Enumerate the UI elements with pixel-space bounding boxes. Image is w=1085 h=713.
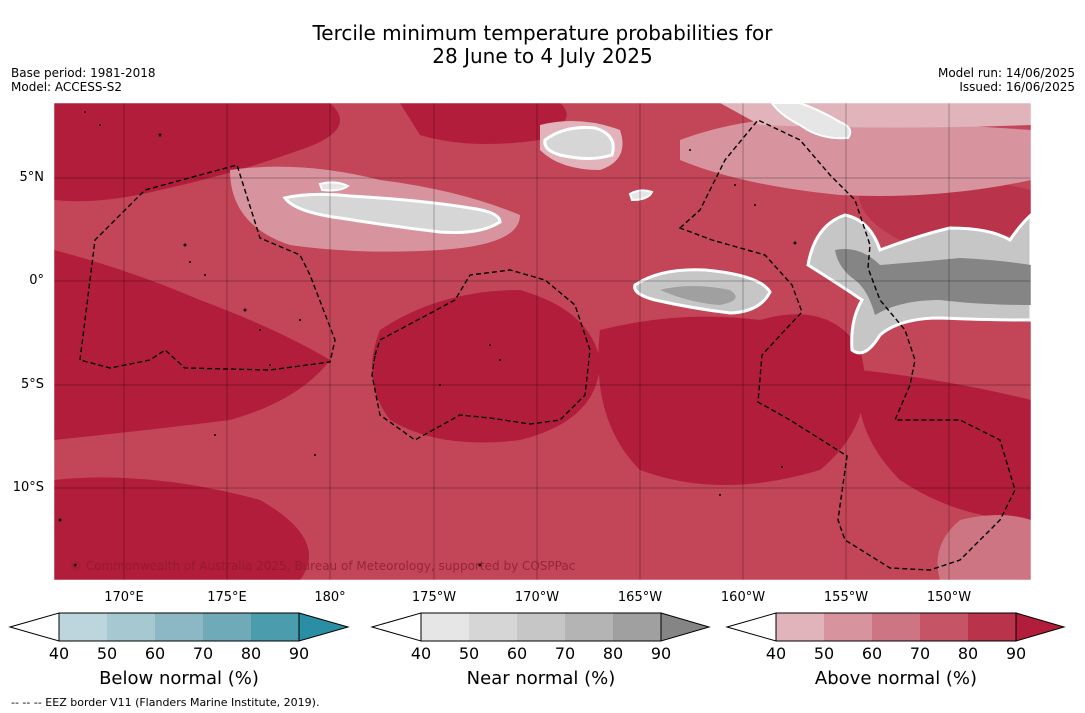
- colorbar-segment: [155, 613, 203, 641]
- map-frame: [53, 102, 1032, 581]
- lon-label: 155°W: [823, 590, 869, 605]
- colorbar-near-normal: [370, 612, 711, 642]
- lat-label: 10°S: [12, 480, 44, 495]
- colorbar-segment: [776, 613, 824, 641]
- title-line-2: 28 June to 4 July 2025: [432, 44, 653, 68]
- colorbar-tick: 50: [96, 644, 118, 663]
- colorbar-tick: 60: [861, 644, 883, 663]
- colorbar-segment: [872, 613, 920, 641]
- copyright-notice: © Commonwealth of Australia 2025, Bureau…: [70, 559, 576, 573]
- lon-label: 170°E: [104, 590, 144, 605]
- colorbar-below-normal: [8, 612, 350, 642]
- model-run: Model run: 14/06/2025: [937, 66, 1075, 80]
- region-near-40: [770, 103, 852, 140]
- colorbar-segment: [824, 613, 872, 641]
- colorbar-min-arrow: [725, 612, 777, 642]
- region-near-80: [660, 286, 736, 305]
- lon-label: 160°W: [720, 590, 766, 605]
- colorbar-segment: [469, 613, 517, 641]
- colorbar-tick: 90: [288, 644, 310, 663]
- lat-label: 5°S: [20, 377, 44, 392]
- eez-footnote: -- -- -- EEZ border V11 (Flanders Marine…: [11, 696, 320, 709]
- eez-border: [79, 119, 1016, 571]
- lon-label: 180°: [314, 590, 346, 605]
- colorbar-title-near-normal: Near normal (%): [466, 668, 616, 689]
- lon-label: 150°W: [926, 590, 972, 605]
- colorbar-segment: [920, 613, 968, 641]
- colorbar-tick: 90: [1005, 644, 1027, 663]
- colorbar-tick: 70: [554, 644, 576, 663]
- graticule: [54, 103, 1031, 580]
- title-line-1: Tercile minimum temperature probabilitie…: [312, 21, 773, 45]
- colorbar-tick: 60: [144, 644, 166, 663]
- colorbar-segment: [421, 613, 469, 641]
- colorbar-tick: 40: [48, 644, 70, 663]
- colorbar-tick: 70: [909, 644, 931, 663]
- colorbar-min-arrow: [370, 612, 422, 642]
- colorbar-tick: 90: [650, 644, 672, 663]
- colorbar-max-arrow: [1015, 612, 1066, 642]
- colorbar-segment: [203, 613, 251, 641]
- region-near-40: [628, 189, 654, 202]
- colorbar-segment: [251, 613, 299, 641]
- colorbar-segment: [107, 613, 155, 641]
- region-above-90: [858, 370, 1031, 520]
- colorbar-above-normal: [725, 612, 1066, 642]
- colorbar-tick: 80: [602, 644, 624, 663]
- lon-label: 175°E: [207, 590, 247, 605]
- lat-label: 5°N: [19, 170, 45, 185]
- colorbar-tick: 70: [192, 644, 214, 663]
- colorbar-segment: [565, 613, 613, 641]
- colorbar-segment: [59, 613, 107, 641]
- region-above-70: [937, 515, 1031, 580]
- region-above-90: [372, 290, 600, 443]
- colorbar-tick: 80: [957, 644, 979, 663]
- colorbar-segment: [968, 613, 1016, 641]
- region-above-90: [400, 103, 567, 144]
- region-above-90: [54, 250, 330, 440]
- region-near-90: [835, 249, 1031, 315]
- base-period: Base period: 1981-2018: [11, 66, 156, 80]
- issued-date: Issued: 16/06/2025: [959, 80, 1075, 94]
- colorbar-tick: 80: [240, 644, 262, 663]
- colorbar-max-arrow: [660, 612, 711, 642]
- colorbar-segment: [517, 613, 565, 641]
- colorbar-tick: 50: [458, 644, 480, 663]
- colorbar-title-above-normal: Above normal (%): [814, 668, 978, 689]
- islands: [58, 111, 797, 567]
- lon-label: 170°W: [514, 590, 560, 605]
- colorbar-tick: 40: [765, 644, 787, 663]
- colorbar-max-arrow: [298, 612, 350, 642]
- region-near-50: [543, 126, 615, 160]
- region-above-90: [54, 477, 309, 580]
- colorbar-segment: [613, 613, 661, 641]
- colorbar-title-below-normal: Below normal (%): [99, 668, 259, 689]
- model-name: Model: ACCESS-S2: [11, 80, 123, 94]
- region-above-90: [598, 314, 865, 485]
- colorbar-tick: 60: [506, 644, 528, 663]
- colorbar-min-arrow: [8, 612, 60, 642]
- region-near-40: [318, 181, 350, 192]
- lon-label: 175°W: [411, 590, 457, 605]
- region-above-60: [680, 117, 1031, 196]
- colorbar-tick: 40: [410, 644, 432, 663]
- colorbar-tick: 50: [813, 644, 835, 663]
- region-above-90: [54, 103, 340, 202]
- region-near-50: [282, 192, 502, 234]
- lon-label: 165°W: [617, 590, 663, 605]
- probability-map: [54, 103, 1031, 580]
- lat-label: 0°: [29, 273, 44, 288]
